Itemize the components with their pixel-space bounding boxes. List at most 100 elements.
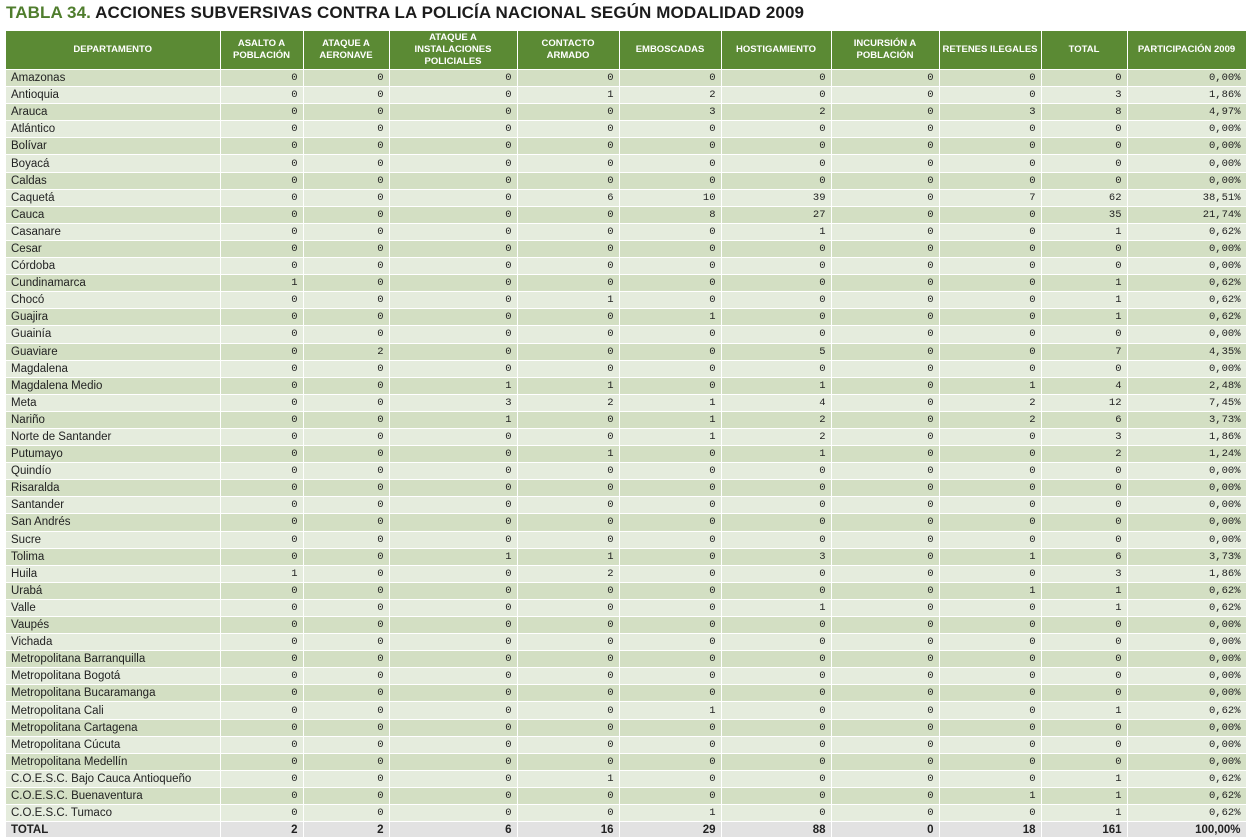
value-cell: 0 (303, 513, 390, 532)
value-cell: 0 (220, 581, 304, 600)
value-cell: 0 (389, 718, 518, 737)
value-cell: 0 (220, 615, 304, 634)
column-header: HOSTIGAMIENTO (721, 31, 832, 70)
value-cell: 0 (619, 291, 722, 309)
value-cell: 1 (939, 786, 1042, 805)
value-cell: 1 (1041, 701, 1128, 720)
department-cell: Vaupés (6, 615, 221, 634)
department-cell: Guainía (6, 325, 221, 343)
department-cell: Risaralda (6, 479, 221, 497)
table-row: Magdalena 0 0 0 0 0 0 0 0 0 0,00% (6, 359, 1247, 378)
value-cell: 0 (619, 752, 722, 771)
table-row: Cesar 0 0 0 0 0 0 0 0 0 0,00% (6, 239, 1247, 258)
value-cell: 0 (831, 684, 940, 702)
department-cell: Huila (6, 564, 221, 583)
value-cell: 0 (721, 513, 832, 532)
value-cell: 7 (939, 188, 1042, 207)
table-row: Putumayo 0 0 0 1 0 1 0 0 2 1,24% (6, 445, 1247, 463)
value-cell: 0 (721, 667, 832, 685)
table-row: San Andrés 0 0 0 0 0 0 0 0 0 0,00% (6, 513, 1247, 532)
value-cell: 0 (220, 667, 304, 685)
value-cell: 0 (619, 325, 722, 343)
value-cell: 0 (220, 786, 304, 805)
value-cell: 0 (389, 598, 518, 617)
department-cell: Urabá (6, 581, 221, 600)
department-cell: Chocó (6, 291, 221, 309)
value-cell: 3 (619, 103, 722, 121)
value-cell: 0 (939, 530, 1042, 549)
value-cell: 0 (939, 633, 1042, 651)
value-cell: 0 (303, 479, 390, 497)
value-cell: 0 (939, 684, 1042, 702)
value-cell: 0 (389, 769, 518, 788)
value-cell: 0,00% (1127, 633, 1247, 651)
value-cell: 0 (303, 393, 390, 412)
value-cell: 1 (220, 564, 304, 583)
value-cell: 0 (831, 342, 940, 361)
value-cell: 0 (389, 479, 518, 497)
value-cell: 1 (517, 86, 620, 104)
value-cell: 0 (389, 427, 518, 446)
value-cell: 1 (939, 581, 1042, 600)
value-cell: 0 (517, 103, 620, 121)
value-cell: 0 (220, 769, 304, 788)
value-cell: 0 (389, 188, 518, 207)
value-cell: 0,00% (1127, 650, 1247, 668)
table-row: Vaupés 0 0 0 0 0 0 0 0 0 0,00% (6, 615, 1247, 634)
value-cell: 0 (220, 427, 304, 446)
value-cell: 0 (517, 684, 620, 702)
value-cell: 0 (220, 701, 304, 720)
value-cell: 0 (389, 650, 518, 668)
column-header: ATAQUE A AERONAVE (303, 31, 390, 70)
value-cell: 0 (619, 274, 722, 292)
value-cell: 0 (831, 462, 940, 480)
value-cell: 0 (220, 445, 304, 463)
value-cell: 0,00% (1127, 137, 1247, 155)
value-cell: 1 (220, 274, 304, 292)
value-cell: 0 (831, 103, 940, 121)
value-cell: 3 (1041, 564, 1128, 583)
value-cell: 0 (220, 718, 304, 737)
value-cell: 1,86% (1127, 564, 1247, 583)
value-cell: 1 (517, 547, 620, 566)
value-cell: 0 (939, 769, 1042, 788)
value-cell: 0 (831, 786, 940, 805)
value-cell: 0 (389, 154, 518, 173)
value-cell: 0 (721, 68, 832, 87)
value-cell: 0 (389, 804, 518, 822)
value-cell: 0 (939, 325, 1042, 343)
column-header: RETENES ILEGALES (939, 31, 1042, 70)
value-cell: 0 (619, 530, 722, 549)
value-cell: 0 (389, 205, 518, 224)
table-number: TABLA 34. (6, 3, 91, 22)
value-cell: 0 (939, 308, 1042, 326)
value-cell: 0 (303, 427, 390, 446)
value-cell: 2 (939, 410, 1042, 429)
value-cell: 0 (1041, 496, 1128, 514)
value-cell: 3 (1041, 86, 1128, 104)
value-cell: 0 (389, 308, 518, 326)
value-cell: 0 (721, 479, 832, 497)
table-row: Santander 0 0 0 0 0 0 0 0 0 0,00% (6, 496, 1247, 514)
value-cell: 0 (831, 496, 940, 514)
value-cell: 0 (517, 786, 620, 805)
value-cell: 1 (1041, 581, 1128, 600)
value-cell: 0,00% (1127, 752, 1247, 771)
value-cell: 0 (939, 479, 1042, 497)
value-cell: 0 (721, 257, 832, 275)
value-cell: 0 (1041, 479, 1128, 497)
value-cell: 0 (831, 291, 940, 309)
value-cell: 0 (303, 684, 390, 702)
value-cell: 39 (721, 188, 832, 207)
value-cell: 0 (619, 222, 722, 241)
value-cell: 0 (517, 239, 620, 258)
value-cell: 0,00% (1127, 479, 1247, 497)
value-cell: 0 (517, 342, 620, 361)
value-cell: 0 (389, 786, 518, 805)
department-cell: Antioquia (6, 86, 221, 104)
value-cell: 0 (619, 171, 722, 190)
value-cell: 0 (721, 274, 832, 292)
value-cell: 0 (303, 752, 390, 771)
value-cell: 0 (721, 615, 832, 634)
table-row: Urabá 0 0 0 0 0 0 0 1 1 0,62% (6, 581, 1247, 600)
